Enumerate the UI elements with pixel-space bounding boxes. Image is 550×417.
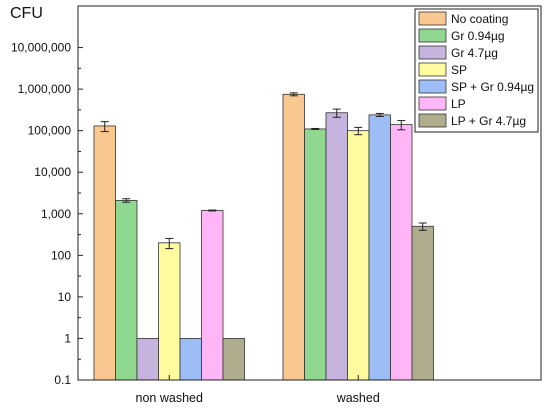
error-bar <box>418 222 427 231</box>
legend-swatch <box>418 79 447 94</box>
bar-0-4 <box>179 338 202 381</box>
legend-swatch <box>418 45 447 60</box>
y-tick-label: 1,000,000 <box>18 82 72 96</box>
y-tick-label: 100 <box>51 248 71 262</box>
bar-0-3 <box>158 242 181 381</box>
error-bars <box>100 92 427 250</box>
legend-swatch <box>418 113 447 128</box>
x-tick-labels: non washed washed <box>136 375 380 405</box>
legend-label: Gr 0.94µg <box>451 29 505 43</box>
error-bar <box>122 198 131 203</box>
legend-swatch <box>418 28 447 43</box>
error-bar <box>289 92 298 97</box>
y-tick-label: 1,000 <box>41 207 71 221</box>
y-tick-label: 1 <box>64 331 71 345</box>
y-tick-label: 10,000 <box>34 165 71 179</box>
legend-label: LP <box>451 97 466 111</box>
error-bar <box>375 112 384 117</box>
bar-1-1 <box>304 128 327 381</box>
legend-swatch <box>418 11 447 26</box>
plot-frame <box>77 5 542 381</box>
error-bar <box>165 237 174 250</box>
legend-label: No coating <box>451 12 508 26</box>
bars <box>93 93 434 381</box>
y-tick-label: 0.1 <box>54 373 71 387</box>
legend: No coating Gr 0.94µg Gr 4.7µg SP SP + Gr 0.9… <box>414 8 539 133</box>
error-bar <box>208 209 217 212</box>
x-tick-label: washed <box>336 391 380 405</box>
y-axis-label: CFU <box>10 5 43 22</box>
y-tick-labels: 0.1 1 10 100 1,000 10,000 100,000 1,000,000 10,0… <box>11 41 71 387</box>
bar-0-6 <box>222 338 245 381</box>
error-bar <box>332 108 341 118</box>
error-bar <box>311 127 320 130</box>
error-bar <box>397 120 406 131</box>
bar-1-6 <box>411 225 434 381</box>
y-tick-label: 10 <box>58 290 72 304</box>
legend-label: LP + Gr 4.7µg <box>451 114 526 128</box>
legend-label: SP + Gr 0.94µg <box>451 80 534 94</box>
y-tick-label: 100,000 <box>28 124 72 138</box>
legend-label: SP <box>451 63 467 77</box>
bar-0-0 <box>93 125 116 381</box>
legend-swatch <box>418 96 447 111</box>
bar-0-5 <box>201 210 224 381</box>
y-tick-marks <box>78 47 83 381</box>
legend-swatch <box>418 62 447 77</box>
bar-0-2 <box>136 338 159 381</box>
bar-1-5 <box>390 124 413 381</box>
bar-1-2 <box>325 112 348 381</box>
bar-0-1 <box>115 199 138 381</box>
bar-1-4 <box>368 114 391 381</box>
bar-1-0 <box>282 93 305 381</box>
error-bar <box>354 126 363 136</box>
legend-label: Gr 4.7µg <box>451 46 498 60</box>
bar-1-3 <box>347 130 370 381</box>
x-tick-label: non washed <box>136 391 203 405</box>
error-bar <box>100 121 109 133</box>
y-tick-label: 10,000,000 <box>11 41 71 55</box>
